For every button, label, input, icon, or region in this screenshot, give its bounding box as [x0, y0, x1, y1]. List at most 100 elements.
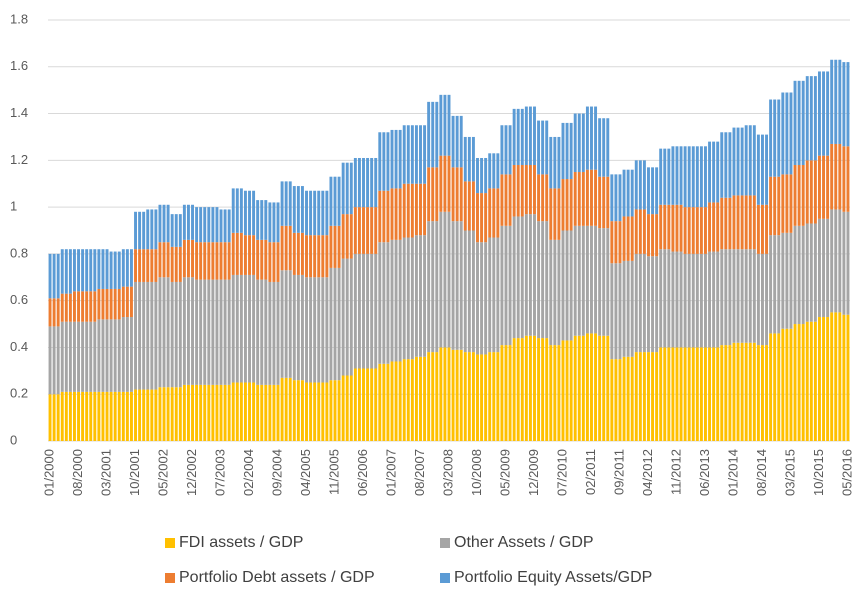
bar-segment: [134, 281, 137, 390]
bar-segment: [736, 127, 740, 196]
bar-segment: [215, 207, 219, 243]
bar-segment: [484, 157, 488, 194]
bar-segment: [154, 389, 158, 441]
bar-segment: [292, 232, 296, 275]
bar-segment: [284, 270, 288, 378]
bar-segment: [569, 340, 573, 441]
x-tick-label: 05/2009: [497, 449, 512, 496]
bar-segment: [317, 190, 321, 236]
bar-segment: [109, 391, 113, 441]
bar-segment: [129, 317, 133, 392]
bar-segment: [667, 148, 671, 205]
bar-segment: [166, 387, 170, 441]
bar-segment: [781, 92, 785, 175]
bar-segment: [834, 312, 838, 441]
bar-segment: [215, 242, 219, 280]
bar-segment: [341, 375, 345, 441]
bar-segment: [117, 288, 121, 320]
bar-segment: [158, 204, 162, 243]
bar-segment: [296, 380, 300, 441]
bar-segment: [129, 249, 133, 287]
bar-segment: [504, 225, 508, 346]
bar-segment: [675, 204, 679, 252]
bar-segment: [113, 251, 117, 289]
bar-segment: [113, 288, 117, 320]
x-tick-label: 10/2001: [127, 449, 142, 496]
bar-segment: [386, 190, 390, 243]
bar-segment: [402, 237, 406, 360]
bar-segment: [219, 242, 223, 280]
bar-segment: [235, 382, 239, 441]
bar-segment: [321, 277, 325, 383]
bar-segment: [748, 342, 752, 441]
bar-segment: [370, 207, 374, 254]
bar-segment: [459, 167, 463, 222]
bar-segment: [117, 319, 121, 392]
bar-segment: [561, 179, 565, 231]
bar-segment: [773, 235, 777, 334]
bar-segment: [524, 214, 528, 336]
x-tick-label: 02/2011: [583, 449, 598, 495]
bar-segment: [284, 181, 288, 226]
bar-segment: [427, 352, 431, 441]
x-tick-label: 07/2010: [554, 449, 569, 496]
bar-segment: [695, 253, 699, 348]
bar-segment: [793, 225, 797, 325]
bar-segment: [142, 249, 146, 282]
bar-segment: [182, 277, 186, 385]
bar-segment: [105, 288, 109, 320]
bar-segment: [203, 242, 207, 280]
bar-segment: [321, 382, 325, 441]
bar-segment: [223, 209, 227, 243]
bar-segment: [671, 204, 675, 252]
bar-segment: [687, 146, 691, 208]
bar-segment: [484, 242, 488, 355]
bar-segment: [728, 249, 732, 346]
legend-swatch: [165, 573, 175, 583]
bar-segment: [68, 293, 72, 322]
bar-segment: [695, 146, 699, 208]
bar-segment: [516, 108, 520, 166]
bar-segment: [321, 235, 325, 278]
bar-segment: [447, 155, 451, 212]
bar-segment: [256, 239, 260, 280]
bar-segment: [675, 146, 679, 205]
bar-segment: [585, 225, 589, 334]
bar-segment: [720, 197, 724, 250]
x-tick-label: 08/2007: [412, 449, 427, 496]
bar-segment: [622, 216, 626, 261]
bar-segment: [419, 235, 422, 357]
bar-segment: [423, 125, 427, 184]
bar-segment: [455, 167, 459, 222]
bar-segment: [606, 176, 610, 229]
bar-segment: [378, 363, 382, 441]
bar-segment: [386, 132, 390, 191]
bar-segment: [830, 59, 834, 144]
bar-segment: [166, 242, 170, 278]
bar-segment: [773, 99, 777, 177]
bar-segment: [443, 94, 447, 156]
bar-segment: [93, 321, 97, 392]
legend-swatch: [440, 573, 450, 583]
bar-segment: [121, 286, 125, 318]
bar-segment: [260, 239, 264, 280]
bar-segment: [467, 352, 471, 441]
x-tick-label: 07/2003: [212, 449, 227, 496]
bar-segment: [447, 347, 451, 441]
bar-segment: [484, 354, 488, 441]
bar-segment: [463, 181, 467, 231]
bar-segment: [732, 342, 736, 441]
bar-segment: [402, 183, 406, 238]
bar-segment: [590, 225, 593, 334]
bar-segment: [300, 380, 304, 441]
bar-segment: [549, 136, 553, 189]
bar-segment: [598, 118, 602, 177]
bar-segment: [174, 387, 178, 441]
bar-segment: [239, 382, 243, 441]
bar-segment: [150, 209, 154, 250]
bar-segment: [638, 352, 642, 441]
bar-segment: [305, 277, 308, 383]
legend-swatch: [165, 538, 175, 548]
bar-segment: [708, 141, 712, 203]
